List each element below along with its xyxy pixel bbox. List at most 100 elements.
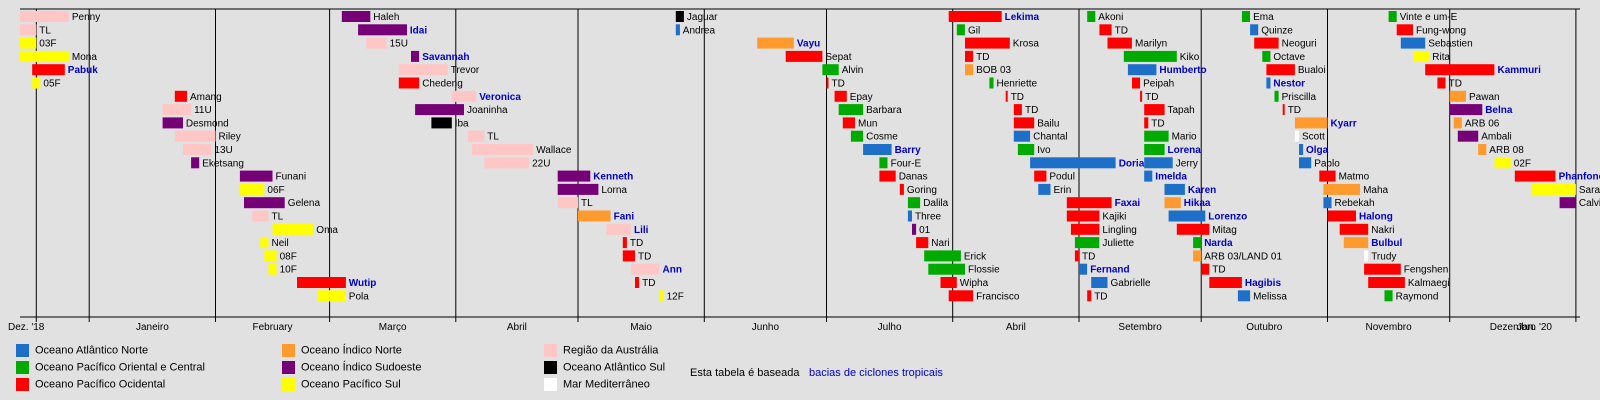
legend-label: Região da Austrália (563, 344, 659, 357)
storm-label: Sepat (825, 52, 851, 63)
storm-bar (162, 104, 192, 116)
month-tick-label: Abril (1006, 322, 1026, 333)
storm-bar (1168, 210, 1206, 222)
storm-bar (557, 170, 591, 182)
storm-label: 13U (214, 145, 232, 156)
storm-label: Barbara (866, 105, 902, 116)
storm-label: Pabuk (68, 65, 98, 76)
storm-bar (1017, 144, 1035, 155)
storm-label: 01 (919, 225, 931, 236)
storm-bar (757, 37, 794, 49)
storm-label: Vinte e um-E (1400, 12, 1458, 23)
storm-label: Phanfone (1559, 172, 1600, 183)
storm-bar (965, 50, 974, 62)
storm-bar (1396, 24, 1413, 36)
storm-label: Sarai (1579, 185, 1600, 196)
storm-bar (484, 157, 530, 169)
storm-bar (1364, 263, 1401, 275)
storm-bar (1531, 183, 1576, 195)
storm-bar (1176, 223, 1210, 235)
storm-label: Chantal (1033, 132, 1067, 143)
storm-bar (1127, 64, 1157, 76)
storm-label: Lekima (1005, 12, 1040, 23)
storm-label: Rita (1432, 52, 1450, 63)
timeline-chart: Dez. '18 Janeiro February Março Abril Maio Jun… (8, 8, 1600, 333)
storm-bar (1514, 170, 1556, 182)
storm-bar (268, 263, 277, 275)
storm-label: Lingling (1102, 225, 1136, 236)
storm-bar (264, 250, 277, 262)
legend-item: Oceano Pacífico Ocidental (16, 378, 165, 394)
legend-label: Oceano Índico Norte (301, 344, 402, 357)
storm-label: Fernand (1090, 265, 1129, 276)
storm-label: Chedeng (422, 79, 463, 90)
storm-bar (260, 237, 269, 249)
storm-bar (451, 90, 477, 102)
storm-label: Gabrielle (1111, 278, 1151, 289)
month-tick-label: Setembro (1118, 322, 1162, 333)
storm-bar (1193, 237, 1202, 249)
storm-bar (622, 237, 627, 249)
storm-bar (1237, 290, 1251, 302)
storm-label: Mona (72, 52, 97, 63)
footer-link[interactable]: bacias de ciclones tropicais (809, 367, 943, 379)
storm-bar (1013, 130, 1031, 142)
storm-bar (468, 130, 485, 142)
month-tick-label: Dezembro (1490, 322, 1537, 333)
storm-label: TL (581, 198, 593, 209)
storm-label: Fengshen (1404, 265, 1448, 276)
storm-bar (1144, 157, 1173, 169)
storm-label: Bulbul (1371, 238, 1402, 249)
storm-label: Fani (614, 212, 635, 223)
storm-label: Lorenzo (1208, 212, 1247, 223)
storm-bar (1144, 170, 1153, 182)
storm-bar (32, 64, 65, 76)
storm-label: Wallace (536, 145, 572, 156)
storm-label: Bualoi (1298, 65, 1326, 76)
storm-bar (1457, 130, 1479, 142)
storm-label: Four-E (891, 158, 922, 169)
storm-label: Halong (1359, 212, 1393, 223)
storm-bar (659, 290, 664, 302)
storm-label: Eketsang (202, 158, 244, 169)
storm-bar (1254, 37, 1279, 49)
storm-label: Wutip (349, 278, 377, 289)
storm-bar (411, 50, 420, 62)
storm-label: TD (638, 251, 651, 262)
legend-item: Oceano Pacífico Sul (282, 378, 401, 394)
month-tick-label: Janeiro (136, 322, 169, 333)
storm-bar (838, 104, 864, 116)
legend-label: Oceano Atlântico Sul (563, 361, 666, 374)
storm-label: TD (1094, 291, 1107, 302)
storm-label: Barry (895, 145, 922, 156)
storm-bar (162, 117, 183, 129)
storm-bar (366, 37, 387, 49)
storm-bar (1294, 130, 1299, 142)
storm-label: Hagibis (1245, 278, 1282, 289)
storm-label: Pawan (1469, 92, 1500, 103)
storm-label: Vayu (797, 39, 820, 50)
storm-label: TD (630, 238, 643, 249)
storm-bar (1266, 77, 1271, 89)
storm-label: TD (1011, 92, 1024, 103)
storm-label: Raymond (1396, 291, 1439, 302)
storm-bar (863, 144, 892, 155)
storm-bar (1274, 90, 1279, 102)
storm-label: Humberto (1159, 65, 1206, 76)
storm-label: Kajiki (1102, 212, 1126, 223)
storm-bar (907, 197, 921, 209)
storm-label: Neil (272, 238, 289, 249)
legend-label: Oceano Pacífico Ocidental (35, 378, 166, 391)
storm-bar (1013, 117, 1035, 129)
storm-label: Dalila (923, 198, 948, 209)
storm-label: Jerry (1176, 158, 1198, 169)
storm-bar (834, 90, 847, 102)
storm-bar (174, 90, 187, 102)
storm-bar (675, 24, 680, 36)
storm-label: 15U (390, 39, 408, 50)
storm-bar (1074, 237, 1100, 249)
storm-label: Veronica (479, 92, 521, 103)
storm-bar (916, 237, 929, 249)
storm-label: Idai (410, 25, 427, 36)
storm-label: 06F (267, 185, 284, 196)
